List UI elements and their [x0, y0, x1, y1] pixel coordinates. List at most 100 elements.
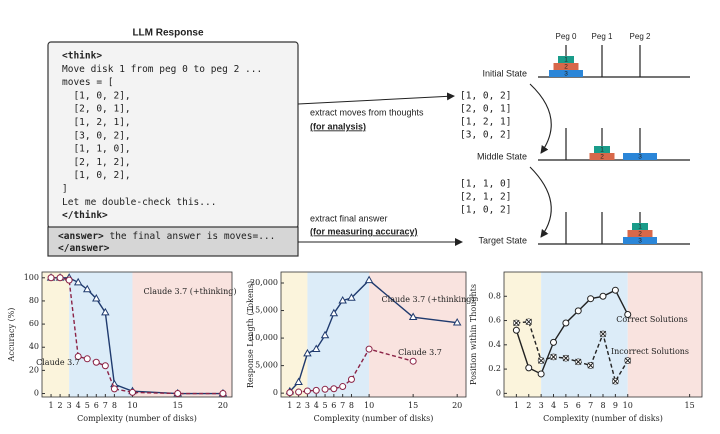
- marker: [575, 358, 582, 365]
- code-line: </think>: [62, 210, 108, 221]
- marker: [65, 276, 73, 284]
- disk-label: 2: [564, 64, 568, 71]
- marker: [174, 390, 182, 398]
- x-tick-label: 15: [408, 401, 418, 410]
- answer-text: the final answer is moves=...: [104, 231, 276, 242]
- marker: [513, 319, 520, 327]
- disk-label: 1: [638, 224, 642, 231]
- y-tick-label: 60: [29, 319, 39, 328]
- y-axis-title: Position within Thoughts: [469, 284, 478, 385]
- y-tick-label: 100: [24, 273, 39, 282]
- answer-box: [47, 226, 299, 257]
- series-label: Claude 3.7 (+thinking): [382, 295, 475, 304]
- y-tick-label: 5,000: [255, 361, 278, 370]
- disk-label: 3: [564, 71, 568, 78]
- arrow-note: (for analysis): [310, 121, 366, 131]
- code-line: <think>: [62, 51, 102, 62]
- marker: [525, 364, 533, 372]
- marker: [599, 330, 607, 338]
- marker: [101, 307, 110, 316]
- disk: [558, 56, 574, 63]
- peg-label: Peg 0: [556, 32, 577, 41]
- disk-label: 3: [638, 154, 642, 161]
- answer-tag: </answer>: [58, 243, 110, 254]
- x-tick-label: 15: [685, 401, 695, 410]
- x-tick-label: 3: [305, 401, 310, 410]
- move: [2, 0, 1]: [460, 104, 511, 115]
- series-label: Correct Solutions: [616, 315, 687, 324]
- arrow-note: (for measuring accuracy): [310, 226, 418, 236]
- code-line: moves = [: [62, 77, 113, 88]
- marker: [347, 375, 355, 383]
- x-tick-label: 2: [296, 401, 301, 410]
- x-tick-label: 10: [127, 401, 137, 410]
- code-line: [1, 1, 0],: [62, 144, 131, 155]
- x-tick-label: 2: [526, 401, 531, 410]
- x-tick-label: 6: [94, 401, 99, 410]
- state-label: Middle State: [477, 151, 527, 161]
- marker: [550, 338, 557, 346]
- region: [307, 272, 370, 397]
- y-tick-label: 0.8: [488, 291, 501, 300]
- answer-line: <answer> the final answer is moves=...: [58, 231, 275, 242]
- code-line: [1, 0, 2],: [62, 170, 131, 181]
- marker: [611, 286, 619, 294]
- marker: [74, 352, 82, 360]
- x-tick-label: 15: [173, 401, 183, 410]
- disk: [549, 70, 583, 77]
- marker: [101, 362, 109, 370]
- marker: [550, 353, 557, 361]
- disk-label: 2: [638, 231, 642, 238]
- marker: [562, 355, 570, 362]
- region: [504, 272, 542, 397]
- peg-label: Peg 2: [630, 32, 651, 41]
- series-label: Incorrect Solutions: [611, 347, 689, 356]
- marker: [624, 310, 632, 318]
- move: [3, 0, 2]: [460, 130, 511, 141]
- y-tick-label: 80: [29, 296, 39, 305]
- x-tick-label: 6: [576, 401, 581, 410]
- x-tick-label: 9: [613, 401, 618, 410]
- disk: [623, 153, 657, 160]
- disk: [594, 146, 610, 153]
- marker: [365, 345, 373, 353]
- region: [369, 272, 466, 397]
- y-axis-title: Response Length (Tokens): [246, 281, 255, 388]
- arrow: [297, 92, 455, 105]
- marker: [73, 277, 83, 286]
- state-label: Initial State: [482, 68, 527, 78]
- y-tick-label: 40: [29, 342, 39, 351]
- marker: [612, 378, 619, 385]
- code-line: [1, 0, 2],: [62, 90, 131, 101]
- x-tick-label: 20: [452, 401, 462, 410]
- marker: [329, 308, 339, 317]
- region: [42, 272, 70, 397]
- disk: [632, 223, 648, 230]
- panel-title: LLM Response: [132, 28, 204, 39]
- code-line: Let me double-check this...: [62, 197, 216, 208]
- x-tick-label: 5: [563, 401, 568, 410]
- marker: [294, 377, 303, 386]
- marker: [587, 295, 595, 303]
- marker: [574, 307, 582, 315]
- arrow-label: extract final answer: [310, 213, 388, 223]
- marker: [408, 312, 418, 321]
- marker: [92, 294, 101, 302]
- region: [132, 272, 232, 397]
- x-tick-label: 3: [67, 401, 72, 410]
- marker: [56, 274, 64, 282]
- marker: [83, 355, 91, 363]
- marker: [409, 357, 417, 365]
- marker: [624, 357, 631, 364]
- series-line: [289, 348, 414, 394]
- disk-label: 2: [600, 154, 604, 161]
- disk-label: 3: [638, 238, 642, 245]
- marker: [512, 326, 520, 334]
- y-tick-label: 0.2: [488, 364, 501, 373]
- disk: [589, 153, 615, 160]
- region: [69, 272, 133, 397]
- marker: [312, 386, 320, 394]
- marker: [339, 383, 347, 391]
- series-label: Claude 3.7: [398, 348, 442, 357]
- marker: [587, 362, 594, 369]
